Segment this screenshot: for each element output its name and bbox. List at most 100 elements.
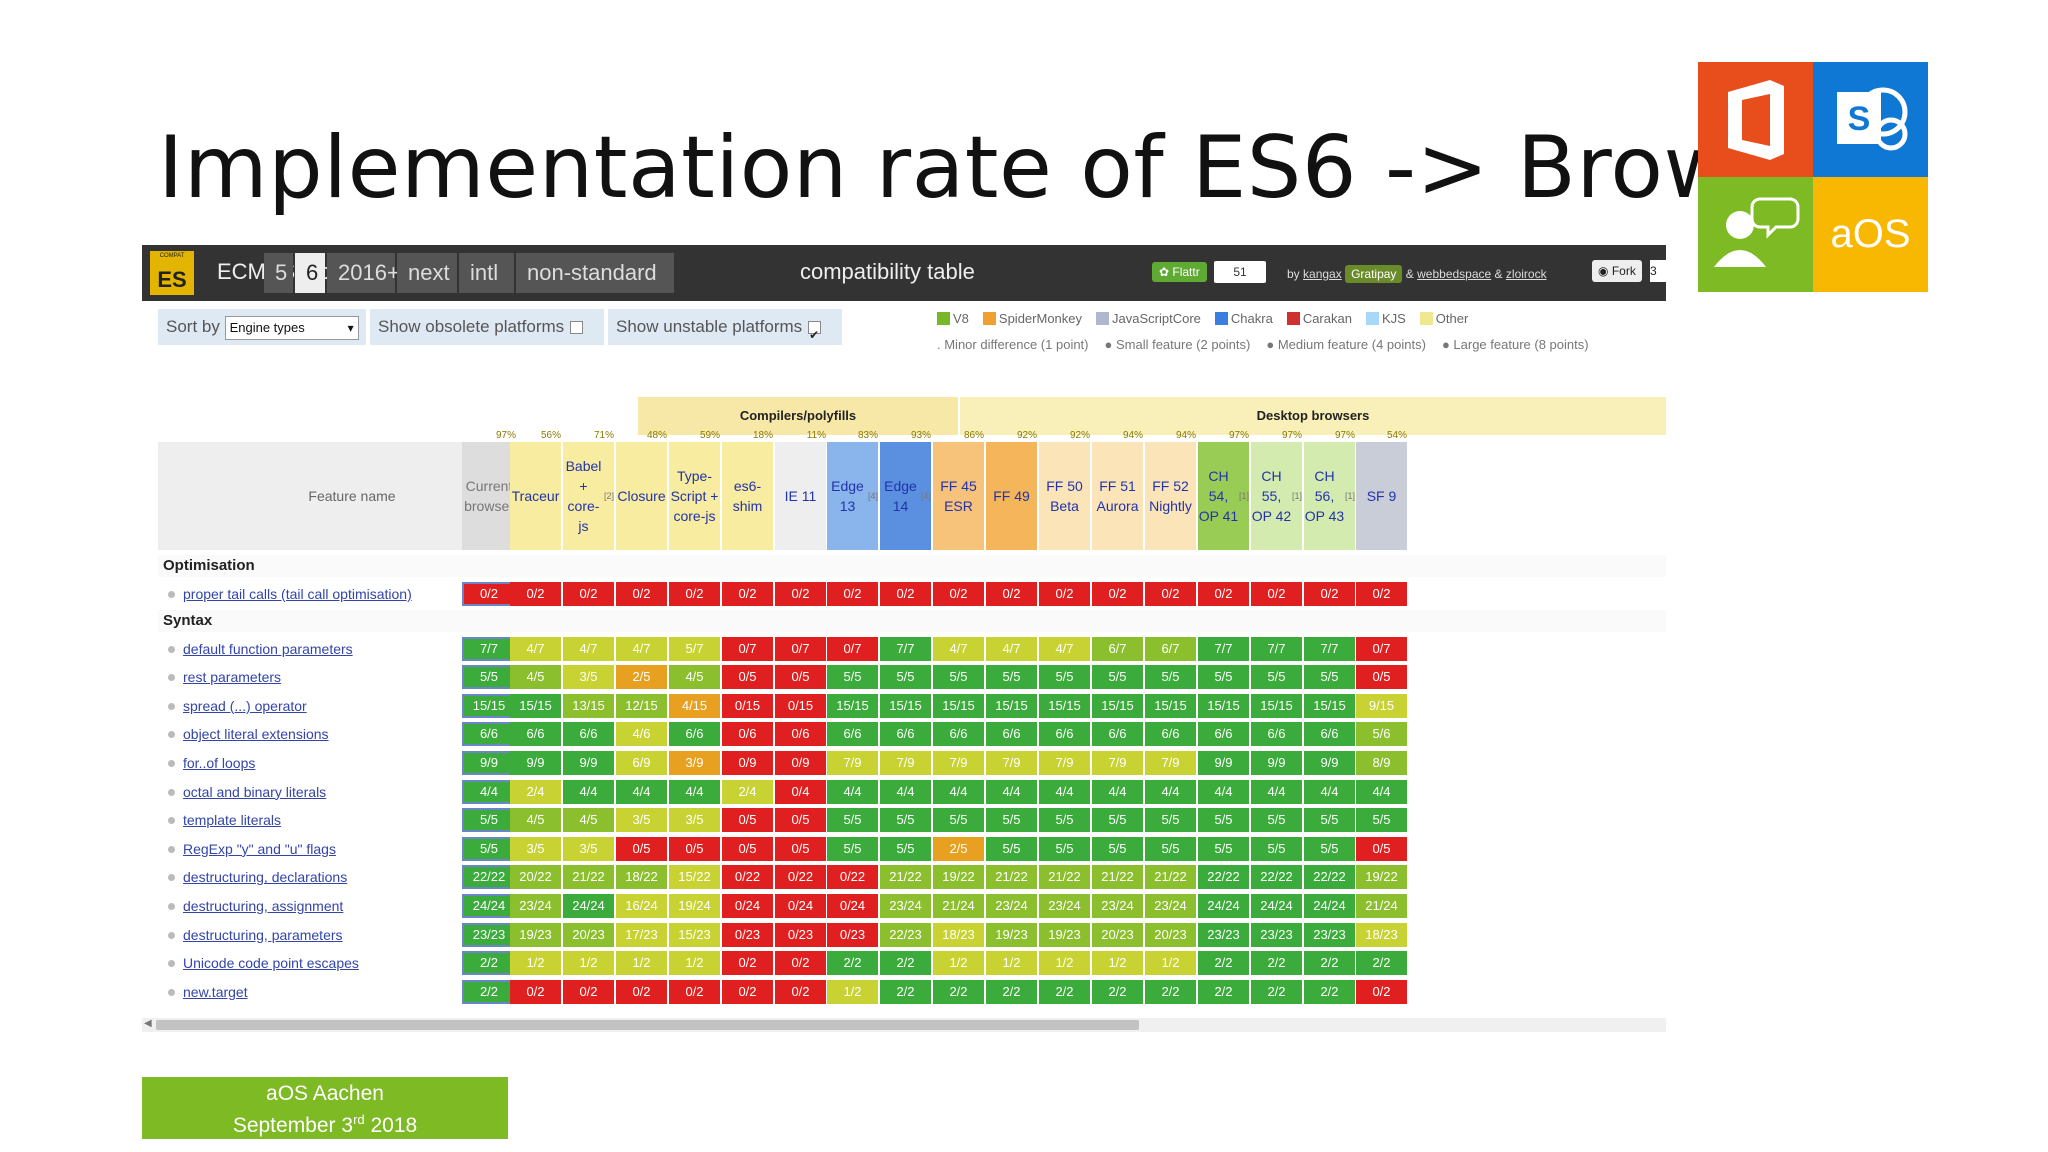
result-cell[interactable]: 0/7 bbox=[1356, 636, 1407, 661]
result-cell[interactable]: 0/6 bbox=[775, 722, 826, 747]
result-cell[interactable]: 4/5 bbox=[563, 808, 614, 833]
result-cell[interactable]: 0/24 bbox=[775, 894, 826, 918]
result-cell[interactable]: 23/24 bbox=[1145, 894, 1196, 918]
result-cell[interactable]: 7/7 bbox=[880, 636, 931, 661]
result-cell[interactable]: 4/6 bbox=[616, 722, 667, 747]
result-cell[interactable]: 2/2 bbox=[933, 979, 984, 1004]
result-cell[interactable]: 0/2 bbox=[722, 951, 773, 976]
result-cell[interactable]: 15/15 bbox=[1304, 693, 1355, 718]
result-cell[interactable]: 4/4 bbox=[563, 779, 614, 804]
result-cell[interactable]: 0/5 bbox=[775, 836, 826, 861]
result-cell[interactable]: 0/2 bbox=[1145, 582, 1196, 606]
result-cell[interactable]: 4/4 bbox=[669, 779, 720, 804]
result-cell[interactable]: 0/5 bbox=[722, 808, 773, 833]
result-cell[interactable]: 1/2 bbox=[510, 951, 561, 976]
result-cell[interactable]: 4/4 bbox=[616, 779, 667, 804]
result-cell[interactable]: 7/9 bbox=[933, 751, 984, 775]
result-cell[interactable]: 5/5 bbox=[827, 808, 878, 833]
unstable-checkbox[interactable] bbox=[808, 317, 822, 353]
result-cell[interactable]: 15/15 bbox=[1092, 693, 1143, 718]
result-cell[interactable]: 5/5 bbox=[1356, 808, 1407, 833]
result-cell[interactable]: 7/9 bbox=[986, 751, 1037, 775]
result-cell[interactable]: 5/5 bbox=[462, 808, 516, 833]
result-cell[interactable]: 0/2 bbox=[722, 979, 773, 1004]
result-cell[interactable]: 21/22 bbox=[1145, 865, 1196, 890]
result-cell[interactable]: 21/24 bbox=[1356, 894, 1407, 918]
result-cell[interactable]: 0/7 bbox=[827, 636, 878, 661]
result-cell[interactable]: 23/23 bbox=[462, 922, 516, 947]
result-cell[interactable]: 23/23 bbox=[1198, 922, 1249, 947]
result-cell[interactable]: 3/5 bbox=[510, 836, 561, 861]
result-cell[interactable]: 2/2 bbox=[1092, 979, 1143, 1004]
result-cell[interactable]: 4/7 bbox=[616, 636, 667, 661]
column-header-babel[interactable]: Babel + core-js [2] bbox=[563, 442, 614, 550]
result-cell[interactable]: 13/15 bbox=[563, 693, 614, 718]
result-cell[interactable]: 4/5 bbox=[510, 665, 561, 690]
result-cell[interactable]: 6/6 bbox=[510, 722, 561, 747]
column-header-ch55[interactable]: CH 55, OP 42 [1] bbox=[1251, 442, 1302, 550]
result-cell[interactable]: 12/15 bbox=[616, 693, 667, 718]
result-cell[interactable]: 15/15 bbox=[933, 693, 984, 718]
result-cell[interactable]: 0/22 bbox=[827, 865, 878, 890]
result-cell[interactable]: 21/24 bbox=[933, 894, 984, 918]
result-cell[interactable]: 9/15 bbox=[1356, 693, 1407, 718]
result-cell[interactable]: 5/5 bbox=[1251, 836, 1302, 861]
result-cell[interactable]: 4/15 bbox=[669, 693, 720, 718]
result-cell[interactable]: 0/22 bbox=[775, 865, 826, 890]
result-cell[interactable]: 1/2 bbox=[827, 979, 878, 1004]
result-cell[interactable]: 19/24 bbox=[669, 894, 720, 918]
obsolete-checkbox[interactable] bbox=[570, 321, 584, 335]
scroll-left-icon[interactable]: ◀ bbox=[144, 1018, 152, 1029]
result-cell[interactable]: 9/9 bbox=[563, 751, 614, 775]
result-cell[interactable]: 5/5 bbox=[1304, 665, 1355, 690]
result-cell[interactable]: 21/22 bbox=[880, 865, 931, 890]
column-header-ie11[interactable]: IE 11 bbox=[775, 442, 826, 550]
flattr-button[interactable]: ✿ Flattr bbox=[1152, 262, 1207, 282]
result-cell[interactable]: 0/2 bbox=[510, 582, 561, 606]
column-header-typescript[interactable]: Type-Script + core-js bbox=[669, 442, 720, 550]
result-cell[interactable]: 5/7 bbox=[669, 636, 720, 661]
result-cell[interactable]: 5/5 bbox=[462, 836, 516, 861]
result-cell[interactable]: 1/2 bbox=[616, 951, 667, 976]
result-cell[interactable]: 15/15 bbox=[880, 693, 931, 718]
result-cell[interactable]: 5/5 bbox=[1092, 808, 1143, 833]
result-cell[interactable]: 23/24 bbox=[986, 894, 1037, 918]
result-cell[interactable]: 3/9 bbox=[669, 751, 720, 775]
result-cell[interactable]: 21/22 bbox=[563, 865, 614, 890]
result-cell[interactable]: 4/7 bbox=[1039, 636, 1090, 661]
version-tab[interactable]: non-standard bbox=[516, 253, 674, 293]
result-cell[interactable]: 5/5 bbox=[1198, 665, 1249, 690]
result-cell[interactable]: 23/24 bbox=[1092, 894, 1143, 918]
result-cell[interactable]: 2/2 bbox=[1198, 979, 1249, 1004]
column-header-ff52[interactable]: FF 52 Nightly bbox=[1145, 442, 1196, 550]
result-cell[interactable]: 22/22 bbox=[1304, 865, 1355, 890]
gratipay-button[interactable]: Gratipay bbox=[1345, 265, 1403, 283]
result-cell[interactable]: 6/6 bbox=[1198, 722, 1249, 747]
result-cell[interactable]: 19/23 bbox=[510, 922, 561, 947]
result-cell[interactable]: 2/2 bbox=[1251, 979, 1302, 1004]
result-cell[interactable]: 5/5 bbox=[1145, 836, 1196, 861]
feature-link[interactable]: rest parameters bbox=[183, 669, 282, 686]
result-cell[interactable]: 19/22 bbox=[933, 865, 984, 890]
column-header-edge13[interactable]: Edge 13 [4] bbox=[827, 442, 878, 550]
column-header-current[interactable]: Current browser bbox=[462, 442, 516, 550]
feature-link[interactable]: object literal extensions bbox=[183, 726, 329, 743]
fork-button[interactable]: ◉ Fork bbox=[1592, 260, 1642, 282]
result-cell[interactable]: 18/23 bbox=[933, 922, 984, 947]
result-cell[interactable]: 24/24 bbox=[1251, 894, 1302, 918]
result-cell[interactable]: 0/2 bbox=[616, 582, 667, 606]
result-cell[interactable]: 2/2 bbox=[1251, 951, 1302, 976]
result-cell[interactable]: 22/22 bbox=[1251, 865, 1302, 890]
result-cell[interactable]: 3/5 bbox=[616, 808, 667, 833]
result-cell[interactable]: 4/5 bbox=[669, 665, 720, 690]
result-cell[interactable]: 9/9 bbox=[1198, 751, 1249, 775]
result-cell[interactable]: 17/23 bbox=[616, 922, 667, 947]
result-cell[interactable]: 2/2 bbox=[880, 979, 931, 1004]
result-cell[interactable]: 1/2 bbox=[1145, 951, 1196, 976]
result-cell[interactable]: 21/22 bbox=[1092, 865, 1143, 890]
result-cell[interactable]: 5/5 bbox=[462, 665, 516, 690]
feature-link[interactable]: default function parameters bbox=[183, 640, 353, 657]
result-cell[interactable]: 2/2 bbox=[986, 979, 1037, 1004]
result-cell[interactable]: 3/5 bbox=[563, 665, 614, 690]
result-cell[interactable]: 0/2 bbox=[880, 582, 931, 606]
